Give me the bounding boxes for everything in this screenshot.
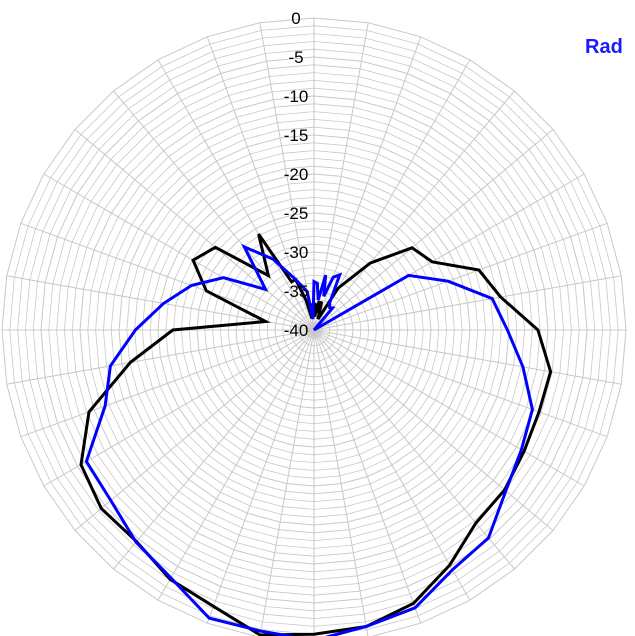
tick-label: -40 [284, 321, 309, 340]
grid-spoke [113, 329, 315, 570]
grid-spoke [313, 329, 515, 570]
grid-spoke [313, 329, 471, 601]
grid-spoke [43, 173, 315, 331]
series-layer [79, 233, 553, 636]
grid-spoke [313, 90, 515, 331]
grid-spoke [313, 329, 622, 385]
grid-spoke [157, 329, 315, 601]
tick-label: -5 [288, 48, 303, 67]
grid-spoke [206, 329, 315, 624]
grid-spoke [20, 329, 315, 438]
grid-spoke [6, 329, 315, 385]
grid-spoke [259, 22, 315, 331]
tick-label: -10 [284, 87, 309, 106]
grid-spoke [157, 59, 315, 331]
grid-spoke [313, 275, 622, 331]
grid-spoke [313, 329, 608, 438]
radial-tick-labels: 0 -5 -10 -15 -20 -25 -30 -35 -40 [284, 9, 309, 340]
grid-spoke [313, 329, 369, 636]
grid-spoke [20, 222, 315, 331]
grid-spoke [74, 329, 315, 531]
tick-label: -30 [284, 243, 309, 262]
grid-spoke [259, 329, 315, 636]
grid-spoke [313, 329, 585, 487]
grid-spoke [74, 129, 315, 331]
grid-spoke [113, 90, 315, 331]
grid-spoke [313, 129, 554, 331]
tick-label: -25 [284, 204, 309, 223]
grid-spoke [313, 222, 608, 331]
tick-label: 0 [291, 9, 300, 28]
chart-title: Rad [585, 36, 623, 58]
tick-label: -20 [284, 165, 309, 184]
series-line-2 [84, 243, 534, 636]
tick-label: -15 [284, 126, 309, 145]
tick-label: -35 [284, 282, 309, 301]
grid-spoke [43, 329, 315, 487]
grid-spoke [313, 329, 554, 531]
grid-spoke [313, 329, 422, 624]
